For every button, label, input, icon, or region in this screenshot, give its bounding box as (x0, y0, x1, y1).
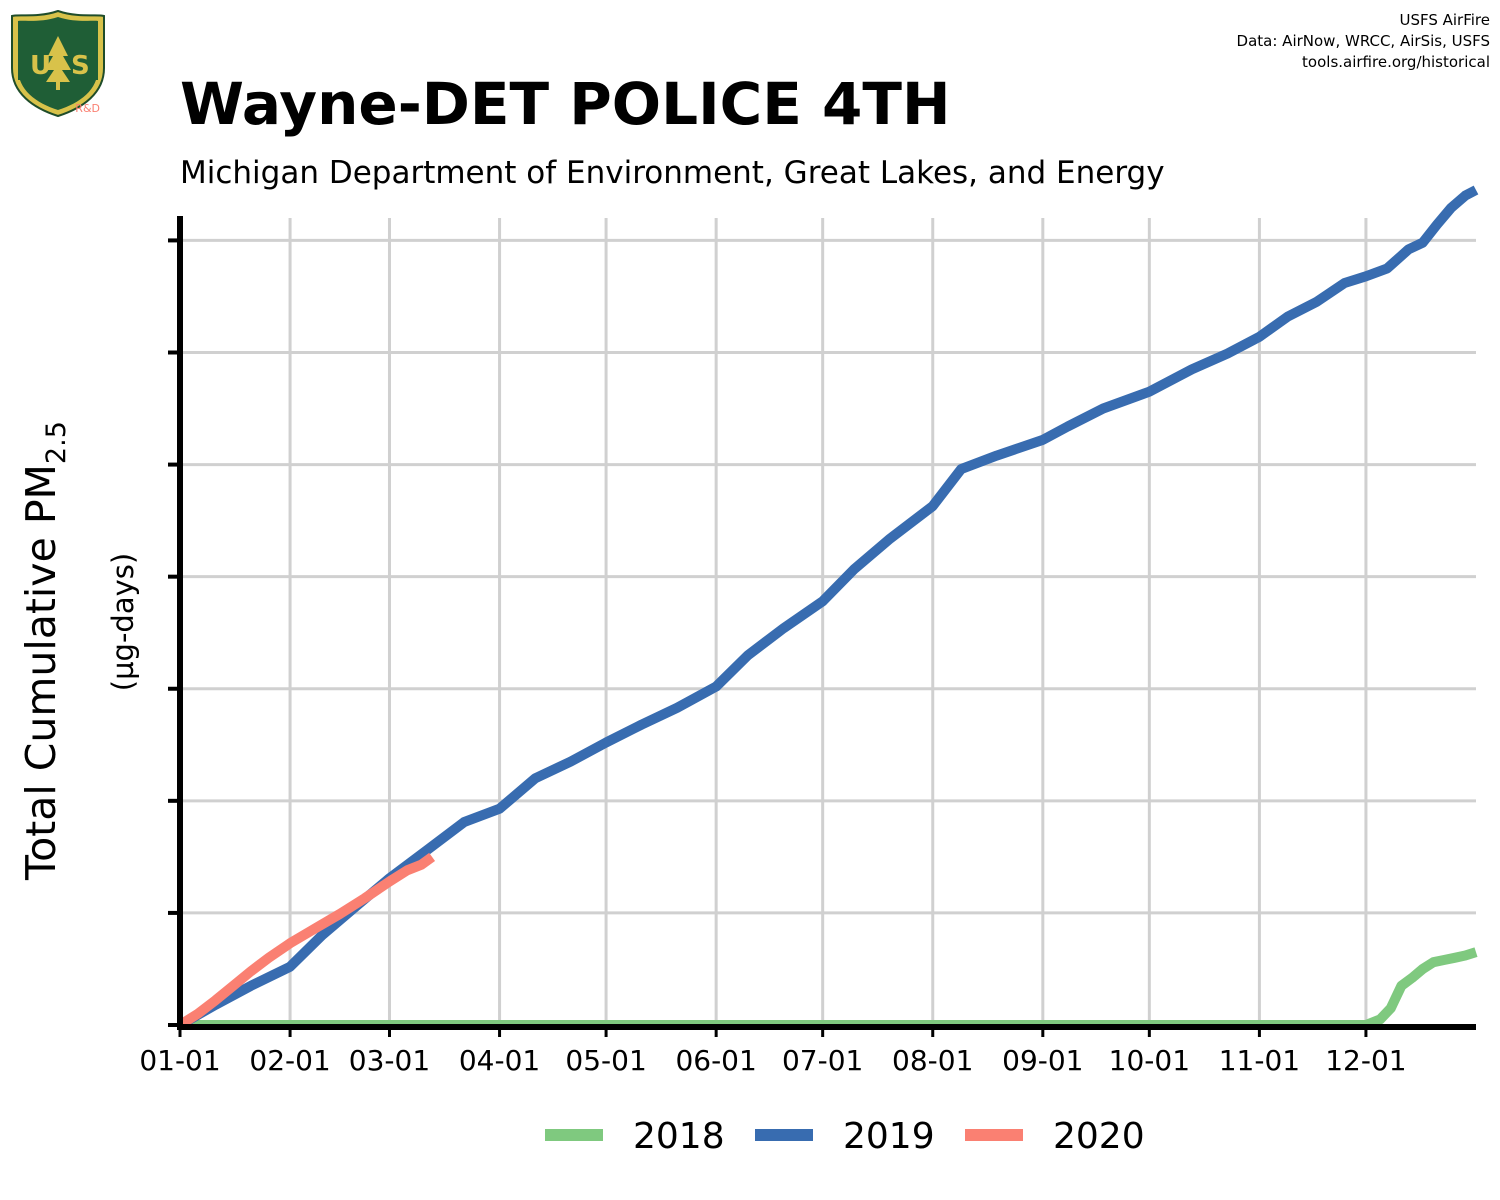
axis-layer (168, 216, 1476, 1037)
x-tick-label: 01-01 (139, 1044, 220, 1077)
legend: 2018 2019 2020 (545, 1116, 1145, 1157)
y-axis-units: (µg-days) (106, 553, 140, 691)
x-tick-label: 05-01 (565, 1044, 646, 1077)
series-line-2020 (177, 852, 436, 1030)
x-tick-label: 02-01 (249, 1044, 330, 1077)
credit-line-sources: Data: AirNow, WRCC, AirSis, USFS (1236, 32, 1490, 50)
logo-tag-rd: R&D (75, 102, 100, 115)
data-credits: USFS AirFire Data: AirNow, WRCC, AirSis,… (1237, 10, 1490, 73)
legend-label-2018: 2018 (633, 1116, 725, 1157)
x-tick-labels: 01-01 02-01 03-01 04-01 05-01 06-01 07-01 08-01… (139, 1044, 1406, 1077)
legend-label-2020: 2020 (1053, 1116, 1145, 1157)
series-layer (177, 185, 1479, 1030)
x-tick-label: 09-01 (1002, 1044, 1083, 1077)
credit-line-org: USFS AirFire (1399, 11, 1490, 29)
x-tick-label: 10-01 (1109, 1044, 1190, 1077)
svg-text:U: U (30, 51, 51, 81)
svg-text:S: S (71, 51, 90, 81)
x-tick-label: 12-01 (1325, 1044, 1406, 1077)
series-line-2018 (180, 947, 1478, 1030)
x-tick-label: 06-01 (675, 1044, 756, 1077)
x-tick-label: 11-01 (1219, 1044, 1300, 1077)
y-axis-label-text: Total Cumulative PM (17, 464, 65, 881)
credit-line-url: tools.airfire.org/historical (1302, 53, 1490, 71)
x-tick-label: 03-01 (349, 1044, 430, 1077)
y-axis-label: Total Cumulative PM2.5 (17, 421, 72, 881)
chart-title: Wayne-DET POLICE 4TH (180, 70, 951, 138)
series-line-2019 (177, 185, 1479, 1030)
usfs-shield-logo-icon: U S R&D (11, 9, 105, 118)
y-axis-label-group: Total Cumulative PM2.5 (µg-days) (17, 421, 140, 881)
x-tick-label: 07-01 (782, 1044, 863, 1077)
legend-label-2019: 2019 (843, 1116, 935, 1157)
grid-layer (180, 218, 1476, 1025)
chart-subtitle: Michigan Department of Environment, Grea… (180, 155, 1165, 191)
x-tick-label: 04-01 (459, 1044, 540, 1077)
y-axis-label-subscript: 2.5 (41, 421, 72, 464)
x-tick-label: 08-01 (892, 1044, 973, 1077)
